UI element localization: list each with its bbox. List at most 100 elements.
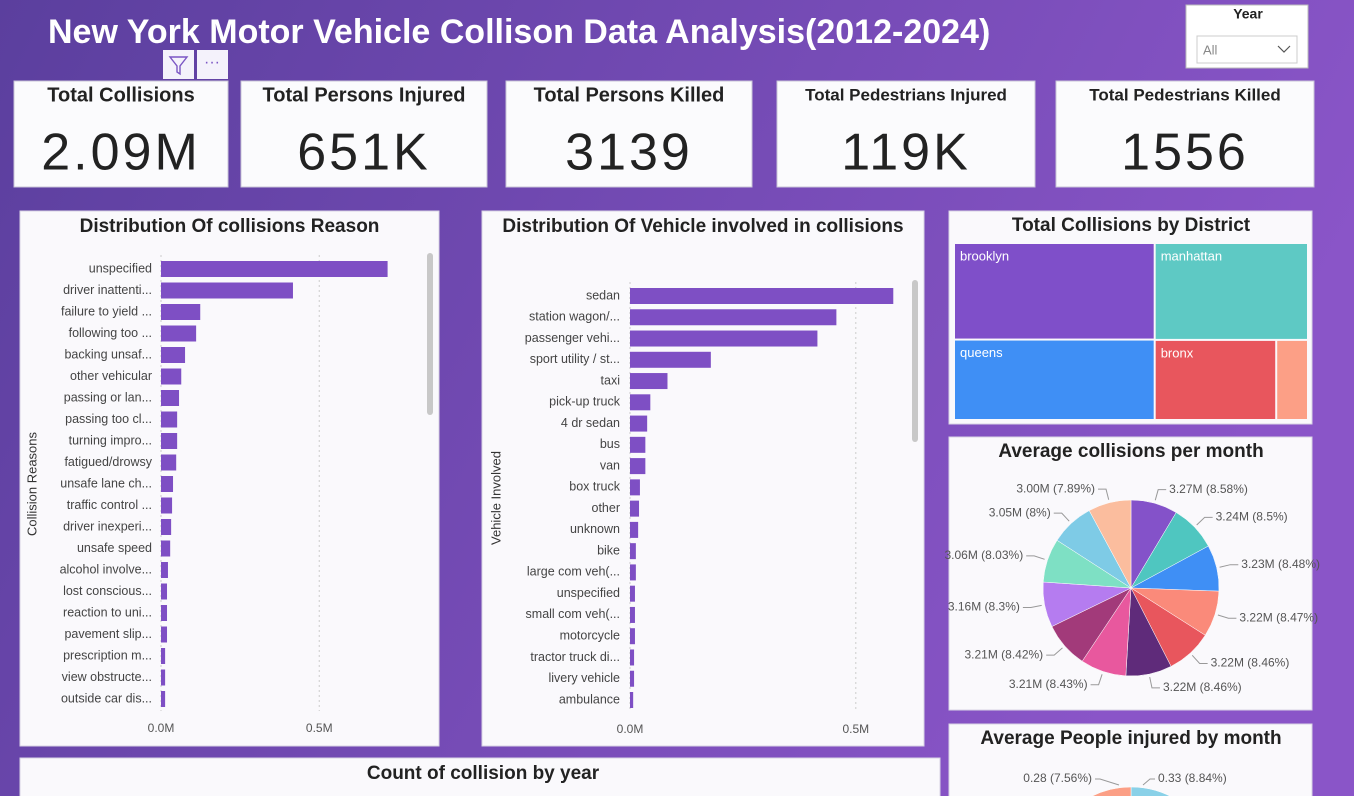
x-tick-label: 0.5M (842, 722, 869, 736)
leader-line (1090, 674, 1103, 686)
leader-line (1095, 778, 1120, 786)
bar (161, 390, 180, 406)
leader-line (1154, 489, 1167, 501)
chart-title: Average collisions per month (998, 441, 1263, 462)
scrollbar (912, 280, 918, 442)
bar (630, 458, 646, 475)
y-tick-label: backing unsaf... (64, 347, 152, 361)
bar (630, 585, 635, 602)
y-tick-label: lost conscious... (63, 584, 152, 598)
y-tick-label: ambulance (559, 692, 620, 706)
more-icon: ··· (204, 54, 220, 71)
y-axis-label: Collision Reasons (24, 431, 39, 536)
chart-title: Total Collisions by District (1012, 215, 1251, 236)
bar (630, 564, 636, 581)
chart-title: Average People injured by month (980, 728, 1281, 749)
pie-clip (1091, 786, 1171, 796)
kpi-value: 2.09M (41, 124, 201, 182)
y-tick-label: unsafe lane ch... (60, 476, 152, 490)
kpi-value: 119K (841, 124, 971, 182)
y-tick-label: sport utility / st... (530, 352, 620, 366)
kpi-value: 651K (297, 124, 430, 182)
chart-title-box: Distribution Of Vehicle involved in coll… (502, 216, 903, 237)
filter-button[interactable] (163, 50, 194, 79)
more-button[interactable] (197, 50, 228, 79)
chart-title-box: Distribution Of collisions Reason (80, 216, 380, 237)
leader-line (1022, 604, 1042, 609)
bar (161, 562, 168, 578)
treemap-tile (955, 340, 1154, 419)
dropdown-arrow (1277, 45, 1291, 53)
bar (630, 436, 646, 453)
bar (161, 411, 178, 428)
bar (161, 691, 166, 707)
data-label: 3.21M (8.42%) (964, 647, 1043, 661)
y-tick-label: pick-up truck (549, 395, 621, 409)
bar (161, 605, 168, 621)
bar (161, 433, 178, 449)
y-tick-label: passing or lan... (64, 390, 152, 404)
bar (630, 521, 639, 538)
y-tick-label: unspecified (557, 586, 620, 600)
y-axis-label: Vehicle Involved (488, 451, 503, 545)
treemap-tile (1155, 244, 1307, 339)
y-tick-label: unknown (570, 522, 620, 536)
y-tick-label: passing too cl... (65, 412, 152, 426)
bar (161, 519, 172, 535)
slicer-dropdown[interactable] (1196, 35, 1298, 64)
kpi-card (240, 80, 488, 188)
bar (161, 325, 197, 342)
y-tick-label: reaction to uni... (63, 605, 152, 619)
bar (630, 330, 818, 347)
y-tick-label: driver inexperi... (63, 519, 152, 533)
bar (161, 583, 168, 600)
slicer-label: Year (1233, 6, 1263, 22)
leader-line (1098, 488, 1110, 500)
leader-line (1217, 614, 1237, 619)
y-tick-label: other vehicular (70, 369, 152, 383)
chart-title: Count of collision by year (367, 763, 600, 784)
y-tick-label: motorcycle (560, 629, 620, 643)
treemap-tile (1155, 340, 1276, 419)
bar (161, 368, 182, 385)
data-label: 3.22M (8.46%) (1163, 680, 1242, 694)
x-tick-label: 0.0M (617, 722, 644, 736)
y-tick-label: small com veh(... (526, 607, 620, 621)
data-label: 3.27M (8.58%) (1169, 482, 1248, 496)
tile-label: manhattan (1161, 248, 1222, 263)
x-tick-label: 0.0M (148, 721, 175, 735)
y-tick-label: tractor truck di... (530, 650, 620, 664)
y-tick-label: outside car dis... (61, 691, 152, 705)
y-tick-label: station wagon/... (529, 310, 620, 324)
bar (161, 454, 177, 471)
data-label: 0.33 (8.84%) (1158, 771, 1227, 785)
leader-line (1149, 676, 1160, 689)
bar (630, 415, 648, 432)
bar (630, 479, 640, 496)
kpi-value: 3139 (565, 124, 693, 182)
data-label: 3.00M (7.89%) (1016, 481, 1095, 495)
tile-label: queens (960, 345, 1003, 360)
bar (630, 606, 635, 623)
filter-icon (168, 56, 189, 76)
y-tick-label: traffic control ... (67, 498, 152, 512)
treemap-tile (1277, 340, 1307, 419)
y-tick-label: following too ... (69, 326, 152, 340)
leader-line (1142, 778, 1155, 786)
bar (161, 626, 168, 643)
bar (630, 649, 635, 666)
tile-label: brooklyn (960, 248, 1009, 263)
pie-slice (1088, 499, 1132, 589)
scrollbar (427, 253, 433, 415)
tile-label: bronx (1161, 345, 1194, 360)
bar (161, 540, 171, 557)
panel (948, 723, 1313, 796)
bar (161, 476, 174, 492)
y-tick-label: failure to yield ... (61, 304, 152, 318)
dashboard-title: New York Motor Vehicle Collison Data Ana… (48, 13, 990, 51)
bar (630, 692, 634, 708)
bar (630, 670, 635, 687)
y-tick-label: view obstructe... (62, 670, 152, 684)
y-tick-label: unsafe speed (77, 541, 152, 555)
bar (630, 628, 635, 645)
